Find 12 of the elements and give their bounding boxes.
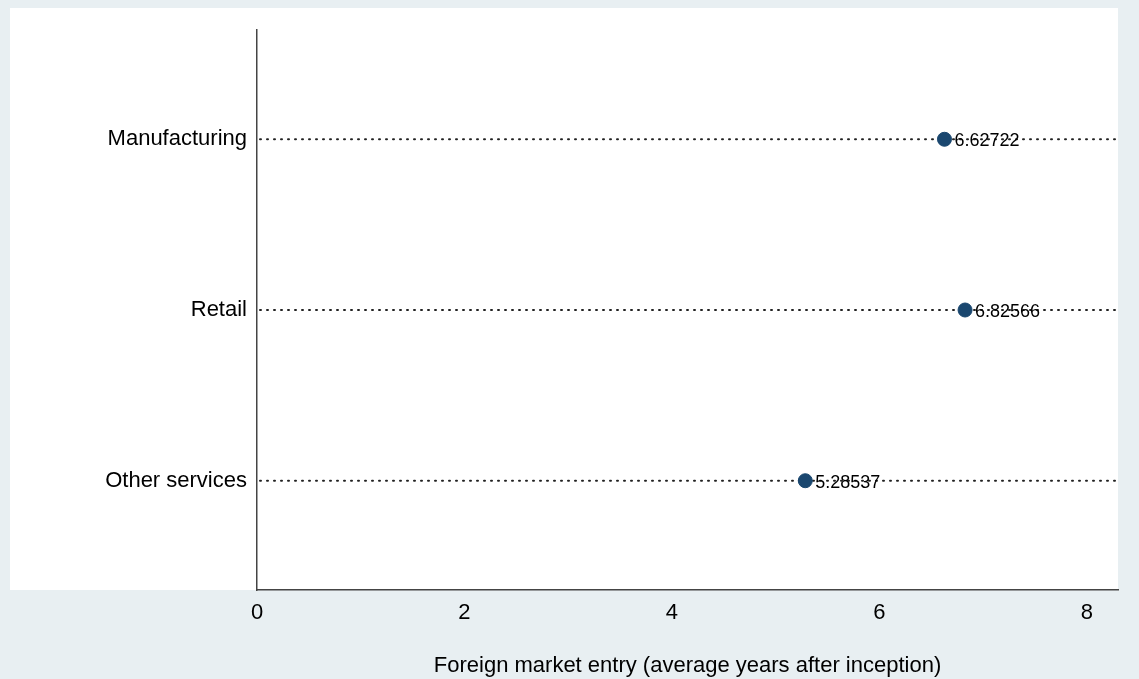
data-label: 6.62722 [954, 130, 1020, 151]
y-tick-label: Retail [190, 296, 247, 322]
x-axis-title: Foreign market entry (average years after inception) [433, 651, 942, 677]
data-label: 5.28537 [815, 471, 881, 492]
x-tick-label: 2 [458, 599, 471, 625]
data-label: 6.82566 [975, 300, 1041, 321]
x-tick-label: 0 [250, 599, 264, 625]
y-tick-label: Manufacturing [107, 125, 247, 151]
x-tick-label: 6 [873, 599, 886, 625]
x-tick-label: 8 [1080, 599, 1093, 625]
x-tick-label: 4 [665, 599, 679, 625]
y-tick-label: Other services [105, 466, 247, 492]
